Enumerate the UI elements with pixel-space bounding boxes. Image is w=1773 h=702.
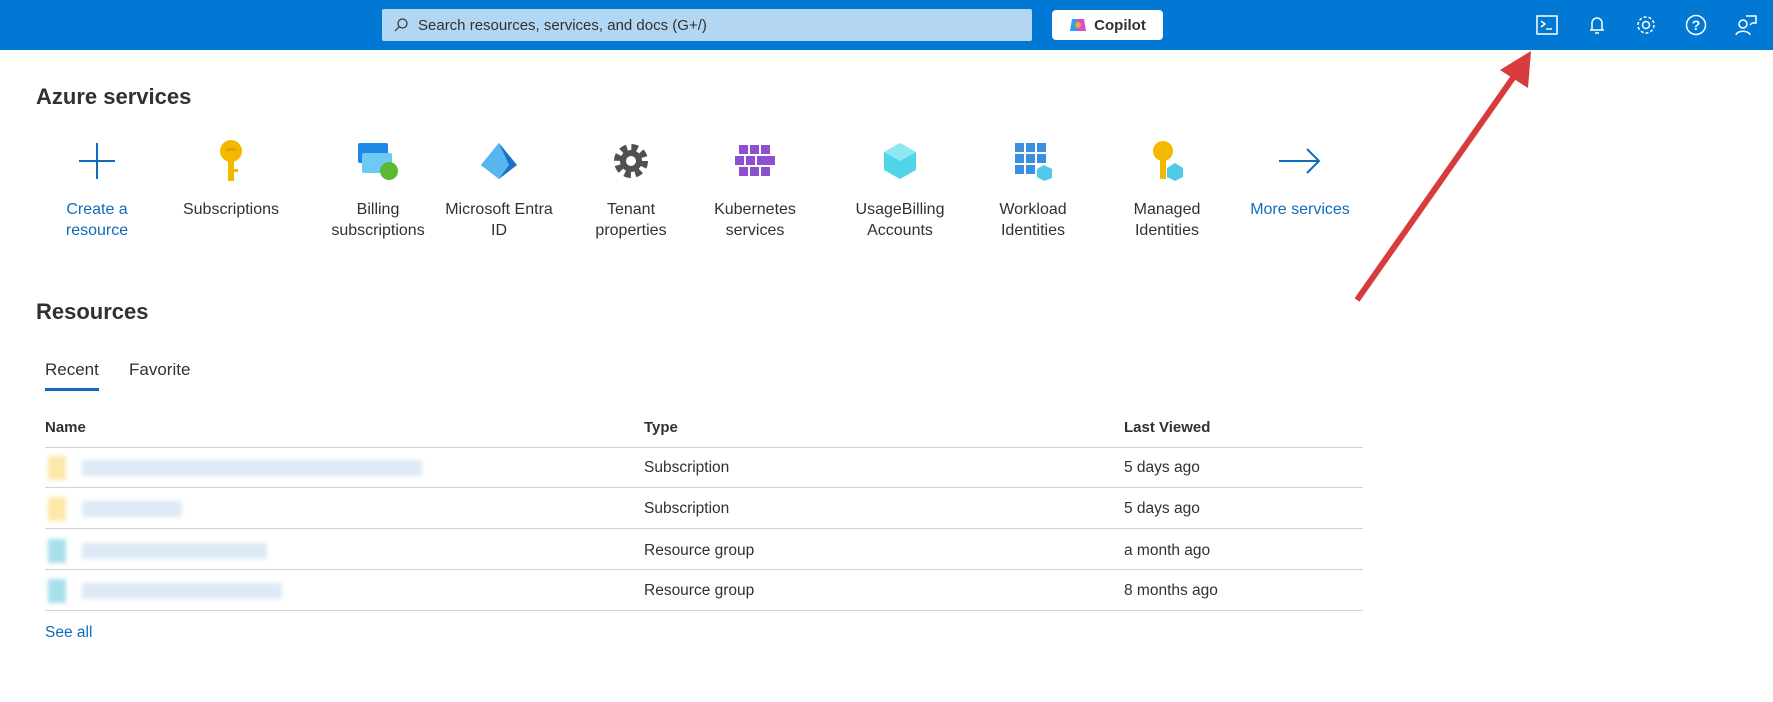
entra-icon xyxy=(434,135,564,187)
resources-title: Resources xyxy=(36,299,149,324)
key-icon xyxy=(166,135,296,187)
top-bar: Search resources, services, and docs (G+… xyxy=(0,0,1773,50)
service-label: More services xyxy=(1250,201,1350,218)
service-label-line2: Identities xyxy=(1000,222,1066,239)
workload-icon xyxy=(968,135,1098,187)
resource-type-icon xyxy=(48,456,66,480)
resource-last-viewed: 5 days ago xyxy=(1124,459,1200,476)
svg-text:?: ? xyxy=(1692,17,1701,33)
service-arrow-right[interactable]: More services xyxy=(1235,135,1365,220)
arrow-right-icon xyxy=(1235,135,1365,187)
resource-name-link[interactable] xyxy=(82,460,422,476)
row-divider xyxy=(45,447,1363,448)
service-label: Kubernetes xyxy=(714,201,796,218)
service-label: Managed xyxy=(1133,201,1201,218)
service-label: Subscriptions xyxy=(182,201,280,218)
column-last-viewed[interactable]: Last Viewed xyxy=(1124,419,1211,436)
copilot-button[interactable]: Copilot xyxy=(1052,10,1163,40)
see-all-link[interactable]: See all xyxy=(45,624,93,641)
service-cube[interactable]: UsageBilling Accounts xyxy=(835,135,965,241)
resource-type: Subscription xyxy=(644,500,730,517)
row-divider xyxy=(45,569,1363,570)
service-label: Tenant xyxy=(606,201,656,218)
billing-icon xyxy=(313,135,443,187)
resource-name-link[interactable] xyxy=(82,501,182,517)
resource-last-viewed: 8 months ago xyxy=(1124,582,1218,599)
service-label: UsageBilling xyxy=(855,201,945,218)
search-icon xyxy=(394,18,408,32)
feedback-icon[interactable] xyxy=(1732,11,1760,39)
service-workload[interactable]: Workload Identities xyxy=(968,135,1098,241)
cloud-shell-icon[interactable] xyxy=(1533,11,1561,39)
managed-identity-icon xyxy=(1102,135,1232,187)
cube-icon xyxy=(835,135,965,187)
search-placeholder: Search resources, services, and docs (G+… xyxy=(418,16,707,34)
copilot-icon xyxy=(1070,19,1087,31)
search-input[interactable]: Search resources, services, and docs (G+… xyxy=(382,9,1032,41)
gear-icon xyxy=(566,135,696,187)
service-key[interactable]: Subscriptions xyxy=(166,135,296,220)
resource-last-viewed: a month ago xyxy=(1124,542,1211,559)
service-label: Billing xyxy=(356,201,400,218)
service-plus[interactable]: Create a resource xyxy=(32,135,162,241)
tab-recent[interactable]: Recent xyxy=(45,360,99,391)
service-label-line2: Accounts xyxy=(867,222,933,239)
resource-name-link[interactable] xyxy=(82,583,282,599)
notifications-icon[interactable] xyxy=(1583,11,1611,39)
row-divider xyxy=(45,528,1363,529)
kubernetes-icon xyxy=(690,135,820,187)
column-type[interactable]: Type xyxy=(644,419,678,436)
resource-type-icon xyxy=(48,497,66,521)
azure-services-title: Azure services xyxy=(36,84,192,109)
service-label-line2: services xyxy=(725,222,785,239)
service-label-line2: Identities xyxy=(1134,222,1200,239)
service-label-line2: subscriptions xyxy=(331,222,425,239)
service-managed-identity[interactable]: Managed Identities xyxy=(1102,135,1232,241)
tab-favorite[interactable]: Favorite xyxy=(129,360,191,379)
copilot-label: Copilot xyxy=(1094,16,1146,34)
service-label-line2: properties xyxy=(595,222,667,239)
service-gear[interactable]: Tenant properties xyxy=(566,135,696,241)
help-icon[interactable]: ? xyxy=(1682,11,1710,39)
plus-icon xyxy=(32,135,162,187)
resource-last-viewed: 5 days ago xyxy=(1124,500,1200,517)
row-divider xyxy=(45,487,1363,488)
row-divider xyxy=(45,610,1363,611)
service-kubernetes[interactable]: Kubernetes services xyxy=(690,135,820,241)
service-label: Microsoft Entra xyxy=(445,201,553,218)
resource-type: Subscription xyxy=(644,459,730,476)
service-label: Workload xyxy=(999,201,1067,218)
resource-type: Resource group xyxy=(644,542,755,559)
resource-name-link[interactable] xyxy=(82,543,267,559)
service-label-line2: ID xyxy=(491,222,507,239)
service-label: Create a xyxy=(66,201,128,218)
resource-type: Resource group xyxy=(644,582,755,599)
service-entra[interactable]: Microsoft Entra ID xyxy=(434,135,564,241)
resource-type-icon xyxy=(48,539,66,563)
column-name[interactable]: Name xyxy=(45,419,86,436)
service-label-line2: resource xyxy=(65,222,129,239)
service-billing[interactable]: Billing subscriptions xyxy=(313,135,443,241)
resource-type-icon xyxy=(48,579,66,603)
settings-icon[interactable] xyxy=(1632,11,1660,39)
